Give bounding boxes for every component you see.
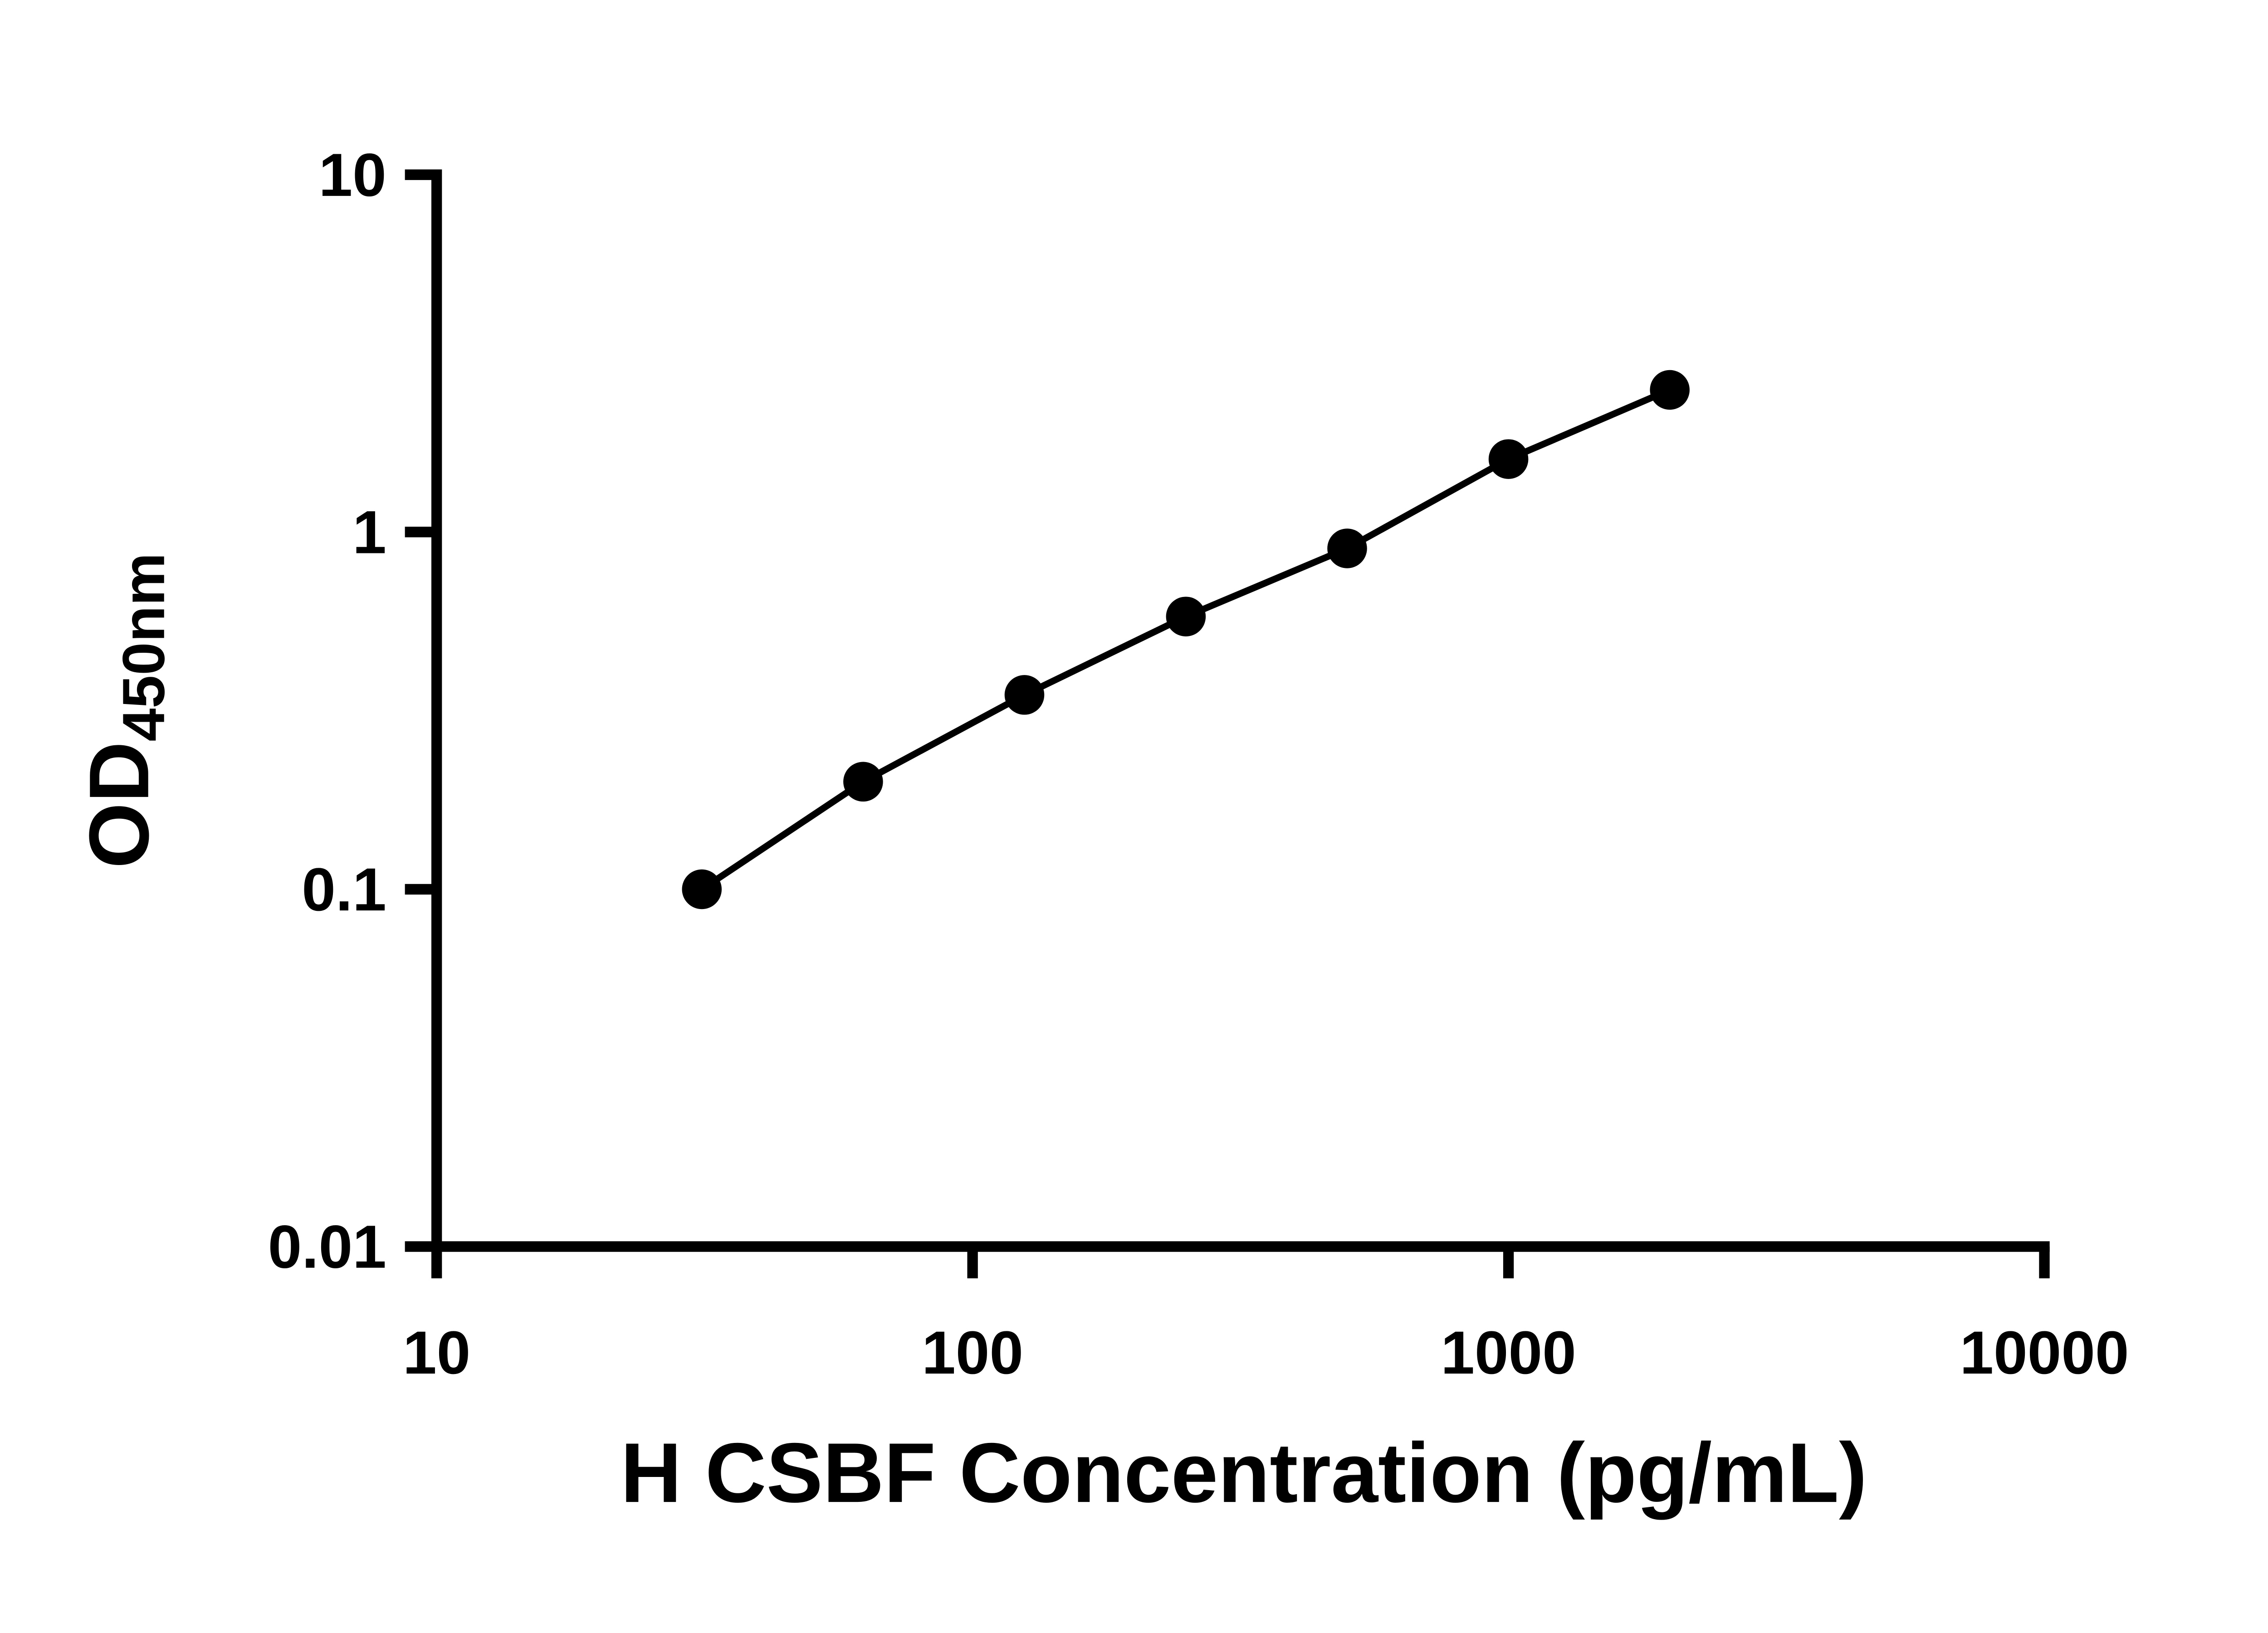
axis-ticks [405,169,2050,1279]
data-point-marker [1327,528,1367,568]
y-axis-tick-label: 10 [319,142,386,209]
x-axis-tick-label: 10 [403,1319,470,1387]
y-axis-tick-label: 0.1 [302,856,386,924]
data-point-marker [1004,675,1045,715]
y-axis-tick-label: 0.01 [268,1213,386,1281]
data-point-marker [682,869,722,909]
data-point-marker [1488,439,1529,479]
axis-tick-labels: 10 100 1000 10000 0.01 0.1 1 10 [268,142,2129,1387]
x-axis-tick-label: 10000 [1960,1319,2129,1387]
x-axis-tick-label: 1000 [1441,1319,1576,1387]
data-point-marker [1166,596,1206,636]
x-axis-tick-label: 100 [922,1319,1023,1387]
y-axis-tick-label: 1 [352,499,386,566]
data-point-marker [1650,370,1690,410]
data-series [682,370,1690,909]
y-axis-title: OD450nm [72,553,177,869]
y-axis-title-sub: 450nm [110,553,177,742]
axes [431,169,2050,1252]
y-axis-title-main: OD [72,742,166,869]
data-point-marker [843,762,883,802]
x-axis-title: H CSBF Concentration (pg/mL) [621,1425,1867,1520]
